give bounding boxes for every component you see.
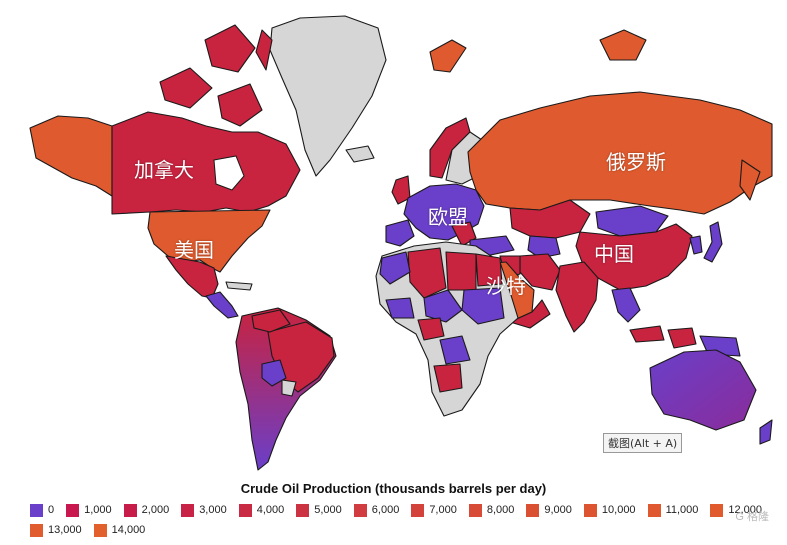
cuba (225, 281, 253, 291)
southeast-asia (611, 287, 641, 323)
angola (433, 363, 463, 393)
iberia (385, 219, 415, 247)
indonesia-2 (667, 327, 697, 349)
legend-label: 4,000 (256, 504, 285, 516)
paraguay (281, 379, 297, 397)
legend-item[interactable]: 13,000 (30, 523, 82, 537)
new-zealand (759, 419, 773, 445)
canada-arctic-1 (204, 24, 256, 73)
legend-swatch (238, 503, 252, 517)
uk (391, 175, 411, 205)
legend-label: 3,000 (199, 504, 227, 516)
legend-item[interactable]: 3,000 (181, 503, 227, 517)
label-usa: 美国 (174, 238, 214, 262)
nigeria (417, 317, 445, 341)
legend-label: 11,000 (665, 504, 699, 516)
legend-item[interactable]: 8,000 (468, 503, 515, 517)
russia-island (599, 29, 647, 61)
label-saudi: 沙特 (486, 274, 526, 298)
legend-item[interactable]: 6,000 (353, 503, 400, 517)
legend-item[interactable]: 5,000 (296, 503, 342, 517)
legend-label: 0 (48, 504, 55, 516)
legend-item[interactable]: 14,000 (93, 523, 146, 537)
legend-label: 14,000 (111, 524, 146, 536)
canada-arctic-3 (217, 83, 263, 127)
canada (111, 111, 301, 215)
legend-title: Crude Oil Production (thousands barrels … (240, 481, 547, 496)
chad-niger (423, 289, 463, 323)
legend-item[interactable]: 4,000 (238, 503, 285, 517)
korea (689, 235, 703, 255)
legend-label: 10,000 (601, 504, 636, 516)
iceland (345, 145, 375, 163)
legend-swatch (411, 503, 425, 517)
label-china: 中国 (594, 242, 634, 266)
libya (445, 251, 477, 291)
legend-swatch (647, 503, 661, 517)
legend-item[interactable]: 9,000 (526, 503, 572, 517)
legend-swatch (181, 503, 195, 517)
alaska (29, 115, 113, 197)
congo (439, 335, 471, 365)
legend-swatch (93, 523, 107, 537)
legend-item[interactable]: 11,000 (647, 503, 699, 517)
legend-item[interactable]: 1,000 (66, 503, 112, 517)
screenshot-tooltip: 截图(Alt + A) (603, 433, 683, 453)
legend-label: 6,000 (371, 504, 400, 516)
legend-label: 8,000 (486, 504, 515, 516)
canada-arctic-2 (159, 67, 213, 109)
legend-swatch (353, 503, 367, 517)
india (555, 261, 599, 333)
label-canada: 加拿大 (134, 158, 194, 182)
legend-item[interactable]: 2,000 (123, 503, 170, 517)
indonesia-1 (629, 325, 665, 343)
legend-label: 2,000 (141, 504, 170, 516)
legend-label: 9,000 (544, 504, 572, 516)
canada-arctic-4 (255, 29, 273, 71)
legend-swatch (296, 503, 310, 517)
legend-swatch (123, 503, 137, 517)
legend-label: 12,000 (728, 504, 763, 516)
legend-label: 1,000 (84, 504, 112, 516)
hudson-bay (213, 155, 245, 191)
sudan (461, 287, 505, 325)
legend-swatch (468, 503, 482, 517)
label-eu: 欧盟 (428, 205, 468, 229)
watermark: G 格隆 (735, 511, 769, 523)
novaya-zemlya (429, 39, 467, 73)
legend-item[interactable]: 0 (30, 503, 54, 517)
russia (467, 91, 773, 215)
australia (649, 349, 757, 431)
bolivia (261, 359, 287, 387)
legend-swatch (30, 503, 43, 517)
legend-swatch (30, 523, 43, 537)
central-america (205, 291, 239, 319)
legend-label: 7,000 (429, 504, 457, 516)
legend: 0 1,000 2,000 3,000 4,000 5,000 6,000 7,000 8,00… (30, 503, 780, 537)
morocco (379, 251, 411, 285)
legend-swatch (583, 503, 597, 517)
japan (703, 221, 723, 263)
algeria (407, 247, 447, 299)
legend-item[interactable]: 7,000 (411, 503, 457, 517)
legend-item[interactable]: 10,000 (583, 503, 636, 517)
legend-swatch (66, 503, 80, 517)
legend-item[interactable]: 12,000 (710, 503, 762, 517)
kamchatka (739, 159, 761, 201)
legend-swatch (526, 503, 540, 517)
egypt (475, 253, 503, 287)
world-map (29, 15, 773, 471)
legend-label: 5,000 (314, 504, 342, 516)
legend-label: 13,000 (48, 524, 82, 536)
legend-swatch (710, 503, 724, 517)
oman-yemen (509, 299, 551, 329)
venezuela (251, 309, 291, 333)
greenland (269, 15, 387, 177)
label-russia: 俄罗斯 (606, 150, 666, 174)
west-africa (385, 297, 415, 319)
